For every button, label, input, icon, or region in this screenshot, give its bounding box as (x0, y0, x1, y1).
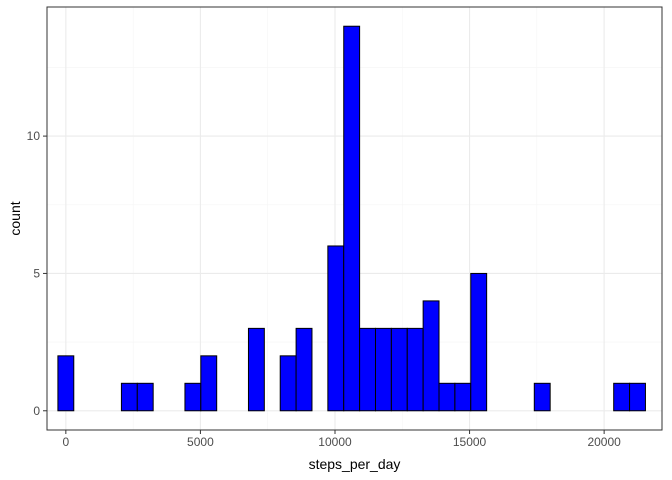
histogram-bar (343, 25, 361, 412)
histogram-bars (57, 25, 646, 412)
histogram-bar (390, 327, 408, 412)
x-tick-label: 20000 (587, 435, 621, 449)
y-axis-title: count (7, 201, 23, 235)
histogram-bar (120, 382, 138, 412)
histogram-bar (422, 300, 440, 412)
histogram-bar (136, 382, 154, 412)
histogram-bar (470, 272, 488, 412)
histogram-bar (327, 245, 345, 412)
histogram-bar (279, 355, 297, 412)
histogram-bar (438, 382, 456, 412)
histogram-bar (374, 327, 392, 412)
panel-border (46, 6, 663, 431)
x-axis-title: steps_per_day (309, 456, 401, 472)
y-tick-label: 0 (33, 404, 40, 418)
histogram-bar (57, 355, 75, 412)
histogram-bar (200, 355, 218, 412)
histogram-bar (454, 382, 472, 412)
x-tick-label: 0 (62, 435, 69, 449)
y-tick-label: 5 (33, 266, 40, 280)
histogram-bar (629, 382, 646, 412)
histogram-bar (613, 382, 631, 412)
histogram-bar (359, 327, 376, 412)
histogram-bar (406, 327, 424, 412)
histogram-bar (533, 382, 551, 412)
x-tick-label: 15000 (453, 435, 487, 449)
histogram-bar (184, 382, 202, 412)
x-tick-label: 10000 (318, 435, 352, 449)
y-tick-label: 10 (27, 129, 41, 143)
histogram-bar (295, 327, 313, 412)
histogram-bar (247, 327, 265, 412)
x-tick-label: 5000 (187, 435, 214, 449)
x-axis-ticks: 0 5000 10000 15000 20000 (62, 430, 621, 449)
y-axis-ticks: 0 5 10 (27, 129, 47, 418)
